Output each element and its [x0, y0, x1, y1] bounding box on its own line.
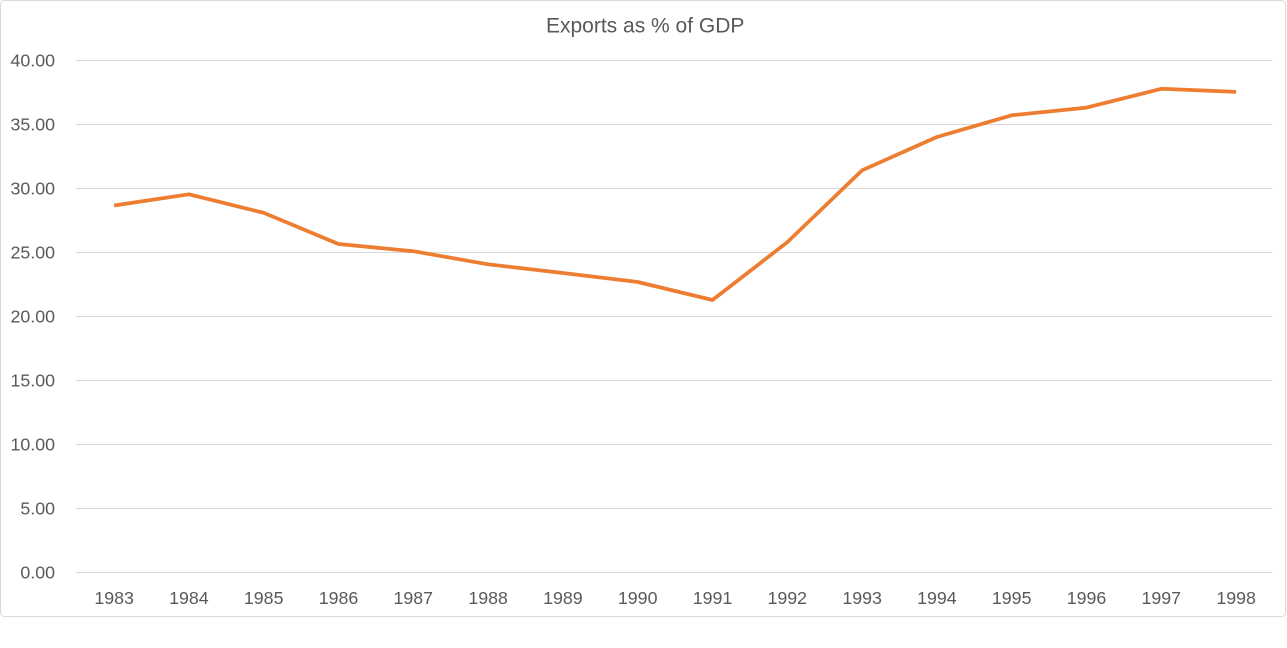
svg-text:40.00: 40.00 — [11, 50, 56, 70]
svg-text:15.00: 15.00 — [11, 370, 56, 390]
svg-text:1986: 1986 — [319, 588, 359, 608]
svg-text:25.00: 25.00 — [11, 242, 56, 262]
svg-text:1991: 1991 — [693, 588, 733, 608]
svg-text:10.00: 10.00 — [11, 434, 56, 454]
svg-text:5.00: 5.00 — [20, 498, 55, 518]
svg-text:30.00: 30.00 — [11, 178, 56, 198]
svg-text:20.00: 20.00 — [11, 306, 56, 326]
svg-text:1995: 1995 — [992, 588, 1032, 608]
svg-text:1990: 1990 — [618, 588, 658, 608]
svg-text:1985: 1985 — [244, 588, 284, 608]
svg-text:1996: 1996 — [1067, 588, 1107, 608]
svg-text:1998: 1998 — [1216, 588, 1256, 608]
svg-text:1989: 1989 — [543, 588, 583, 608]
svg-text:35.00: 35.00 — [11, 114, 56, 134]
svg-text:Exports as % of GDP: Exports as % of GDP — [546, 15, 744, 38]
svg-text:1992: 1992 — [768, 588, 808, 608]
svg-text:1983: 1983 — [94, 588, 134, 608]
svg-text:1987: 1987 — [394, 588, 434, 608]
svg-text:1993: 1993 — [842, 588, 882, 608]
svg-text:1997: 1997 — [1142, 588, 1182, 608]
svg-text:1994: 1994 — [917, 588, 957, 608]
svg-text:1988: 1988 — [468, 588, 508, 608]
svg-text:1984: 1984 — [169, 588, 209, 608]
svg-text:0.00: 0.00 — [20, 562, 55, 582]
